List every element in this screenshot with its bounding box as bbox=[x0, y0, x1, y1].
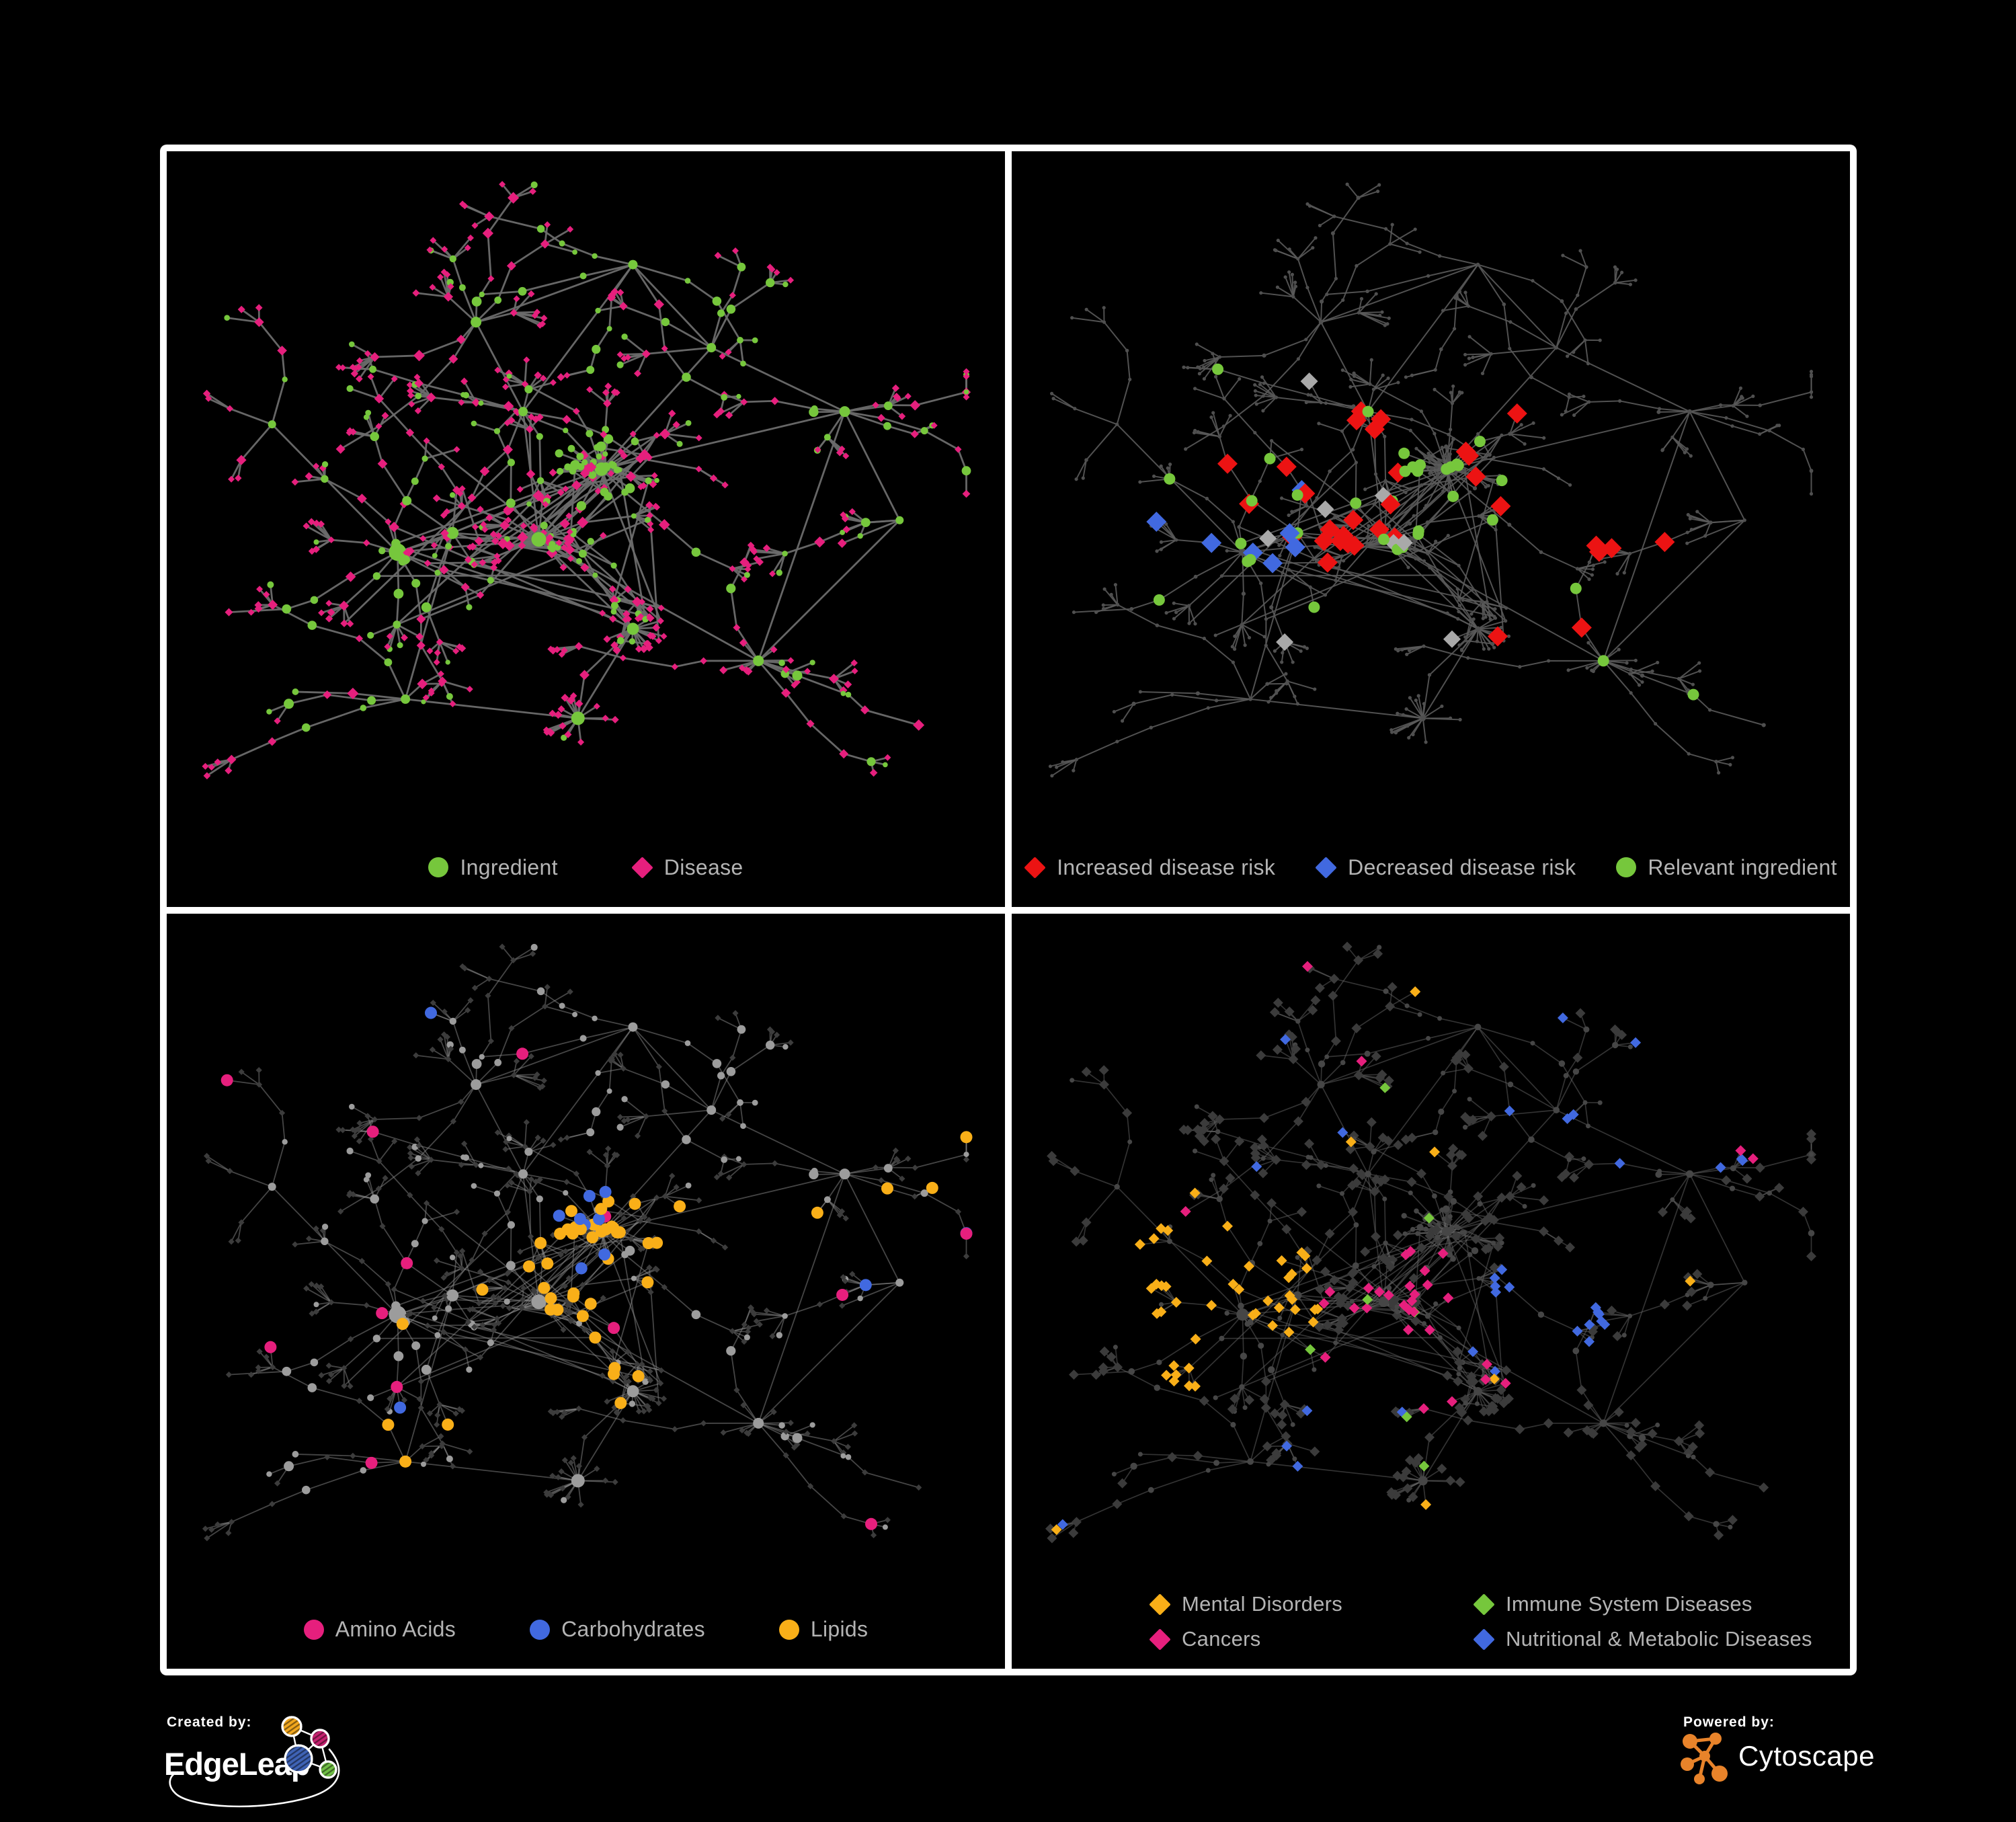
powered-by-label: Powered by: bbox=[1683, 1714, 1775, 1730]
legend-item-carbohydrates: Carbohydrates bbox=[530, 1617, 705, 1642]
legend-label: Cancers bbox=[1182, 1627, 1261, 1651]
network-disease-risk bbox=[1012, 151, 1850, 907]
network-svg bbox=[167, 914, 1005, 1669]
legend-macronutrients: Amino Acids Carbohydrates Lipids bbox=[167, 1617, 1005, 1642]
panel-disease-risk: Increased disease risk Decreased disease… bbox=[1012, 151, 1850, 907]
immune-diseases-diamond-icon bbox=[1473, 1593, 1495, 1616]
legend-item-immune-diseases: Immune System Diseases bbox=[1474, 1592, 1812, 1616]
legend-item-nutritional-metabolic: Nutritional & Metabolic Diseases bbox=[1474, 1627, 1812, 1651]
legend-label: Immune System Diseases bbox=[1506, 1592, 1752, 1616]
network-macronutrients bbox=[167, 914, 1005, 1669]
network-disease-classes bbox=[1012, 914, 1850, 1669]
network-svg bbox=[1012, 151, 1850, 907]
panel-ingredient-disease: Ingredient Disease bbox=[167, 151, 1005, 907]
increased-risk-diamond-icon bbox=[1024, 857, 1046, 879]
legend-label: Amino Acids bbox=[335, 1617, 456, 1642]
legend-item-disease: Disease bbox=[632, 855, 743, 880]
panel-disease-classes: Mental Disorders Immune System Diseases … bbox=[1012, 914, 1850, 1669]
legend-label: Decreased disease risk bbox=[1348, 855, 1576, 880]
legend-disease-risk: Increased disease risk Decreased disease… bbox=[1012, 855, 1850, 880]
legend-item-ingredient: Ingredient bbox=[428, 855, 557, 880]
relevant-ingredient-circle-icon bbox=[1616, 857, 1636, 877]
edgeleap-logo: Created by: EdgeLeap bbox=[160, 1708, 536, 1819]
decreased-risk-diamond-icon bbox=[1315, 857, 1337, 879]
legend-item-decreased-risk: Decreased disease risk bbox=[1316, 855, 1576, 880]
legend-item-relevant-ingredient: Relevant ingredient bbox=[1616, 855, 1837, 880]
network-svg bbox=[167, 151, 1005, 907]
legend-ingredient-disease: Ingredient Disease bbox=[167, 855, 1005, 880]
panel-grid: Ingredient Disease Increased disease ris… bbox=[160, 145, 1857, 1675]
legend-label: Nutritional & Metabolic Diseases bbox=[1506, 1627, 1812, 1651]
amino-acids-circle-icon bbox=[304, 1620, 324, 1640]
legend-item-amino-acids: Amino Acids bbox=[304, 1617, 456, 1642]
network-ingredient-disease bbox=[167, 151, 1005, 907]
panel-macronutrients: Amino Acids Carbohydrates Lipids bbox=[167, 914, 1005, 1669]
legend-item-mental-disorders: Mental Disorders bbox=[1150, 1592, 1443, 1616]
legend-label: Lipids bbox=[811, 1617, 868, 1642]
legend-item-increased-risk: Increased disease risk bbox=[1024, 855, 1275, 880]
cytoscape-wordmark: Cytoscape bbox=[1738, 1740, 1875, 1772]
legend-label: Carbohydrates bbox=[561, 1617, 705, 1642]
legend-label: Ingredient bbox=[460, 855, 557, 880]
legend-item-lipids: Lipids bbox=[779, 1617, 868, 1642]
disease-diamond-icon bbox=[631, 857, 653, 879]
created-by-label: Created by: bbox=[167, 1714, 252, 1730]
legend-item-cancers: Cancers bbox=[1150, 1627, 1443, 1651]
lipids-circle-icon bbox=[779, 1620, 799, 1640]
legend-disease-classes: Mental Disorders Immune System Diseases … bbox=[1150, 1592, 1812, 1651]
cytoscape-credit: Powered by: Cytoscape bbox=[1674, 1708, 1990, 1812]
network-svg bbox=[1012, 914, 1850, 1669]
nutritional-metabolic-diamond-icon bbox=[1473, 1628, 1495, 1651]
edgeleap-credit: Created by: EdgeLeap bbox=[160, 1708, 536, 1822]
cytoscape-icon bbox=[1681, 1733, 1728, 1784]
legend-label: Disease bbox=[664, 855, 743, 880]
legend-label: Increased disease risk bbox=[1057, 855, 1275, 880]
legend-label: Relevant ingredient bbox=[1648, 855, 1837, 880]
ingredient-circle-icon bbox=[428, 857, 448, 877]
legend-label: Mental Disorders bbox=[1182, 1592, 1342, 1616]
cytoscape-logo: Powered by: Cytoscape bbox=[1674, 1708, 1990, 1809]
mental-disorders-diamond-icon bbox=[1149, 1593, 1171, 1616]
carbohydrates-circle-icon bbox=[530, 1620, 550, 1640]
cancers-diamond-icon bbox=[1149, 1628, 1171, 1651]
